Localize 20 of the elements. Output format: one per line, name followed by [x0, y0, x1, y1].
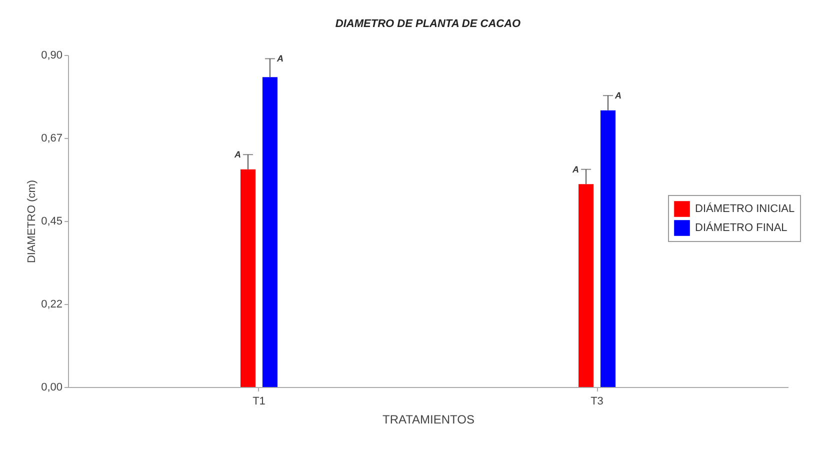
y-tick-label: 0,00 [41, 382, 62, 394]
bar [240, 169, 256, 387]
y-tick-label: 0,67 [41, 132, 62, 144]
bar [578, 184, 594, 387]
annotation: A [234, 150, 241, 160]
y-tick-label: 0,90 [41, 50, 62, 62]
bar [262, 77, 278, 387]
bar [600, 110, 616, 387]
legend-label: DIÁMETRO FINAL [695, 221, 788, 234]
annotation: A [614, 90, 622, 101]
y-tick-label: 0,22 [41, 298, 62, 310]
legend-label: DIÁMETRO INICIAL [695, 202, 795, 215]
y-axis-title: DIAMETRO (cm) [26, 180, 38, 264]
annotation: A [572, 164, 580, 174]
x-tick-label: T3 [590, 396, 604, 408]
chart-title: DIAMETRO DE PLANTA DE CACAO [335, 18, 522, 30]
y-tick-label: 0,45 [41, 216, 62, 228]
annotation: A [276, 54, 284, 64]
x-axis-title: TRATAMIENTOS [382, 412, 475, 426]
x-tick-label: T1 [252, 396, 266, 408]
